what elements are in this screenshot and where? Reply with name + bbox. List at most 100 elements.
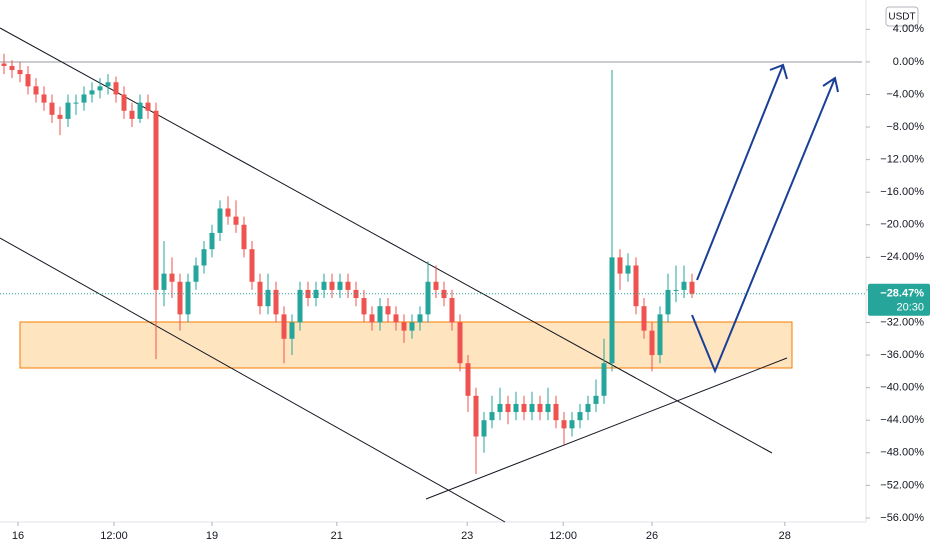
x-tick-label: 21 — [331, 530, 343, 542]
y-tick-label: −40.00% — [880, 382, 924, 394]
candle-body — [537, 403, 543, 413]
candle-body — [289, 322, 295, 339]
arrow — [696, 63, 788, 281]
candle-body — [233, 216, 239, 225]
candle-body — [1, 63, 7, 66]
candle-body — [577, 412, 583, 421]
candle-body — [105, 82, 111, 87]
last-price-label: −28.47% — [880, 288, 924, 300]
candle-body — [673, 289, 679, 291]
candle-body — [241, 224, 247, 250]
candle-body — [505, 403, 511, 413]
candle-body — [593, 395, 599, 404]
y-tick-label: −36.00% — [880, 349, 924, 361]
candle-body — [545, 403, 551, 413]
candle-body — [425, 281, 431, 315]
candle-body — [681, 281, 687, 290]
candle-body — [297, 289, 303, 323]
y-tick-label: −4.00% — [886, 88, 924, 100]
candle-body — [513, 403, 519, 413]
countdown-label: 20:30 — [896, 302, 924, 314]
y-tick-label: −52.00% — [880, 479, 924, 491]
x-tick-label: 12:00 — [549, 530, 577, 542]
candle-body — [145, 102, 151, 111]
x-tick-label: 28 — [779, 530, 791, 542]
candle-body — [209, 232, 215, 250]
y-tick-label: −56.00% — [880, 512, 924, 524]
candle-body — [201, 249, 207, 266]
y-tick-label: 4.00% — [893, 23, 924, 35]
candle-body — [633, 265, 639, 307]
candle-body — [609, 257, 615, 364]
candle-body — [153, 110, 159, 290]
candle-body — [121, 94, 127, 111]
y-tick-label: −24.00% — [880, 251, 924, 263]
channel-lower — [0, 237, 506, 523]
x-tick-label: 16 — [12, 530, 24, 542]
channel-upper — [0, 27, 773, 454]
candle-body — [641, 306, 647, 331]
candle-body — [305, 289, 311, 299]
candle-body — [65, 102, 71, 119]
candle-body — [321, 281, 327, 290]
candle-body — [25, 74, 31, 87]
candle-body — [273, 289, 279, 315]
candle-body — [449, 298, 455, 323]
currency-button[interactable] — [885, 6, 919, 27]
candle-body — [393, 314, 399, 323]
candle-body — [41, 94, 47, 103]
candle-body — [137, 102, 143, 119]
candle-body — [169, 273, 175, 282]
candle-body — [401, 322, 407, 331]
candle-body — [249, 249, 255, 282]
candle-body — [345, 281, 351, 290]
candle-body — [193, 265, 199, 282]
candle-body — [625, 265, 631, 274]
last-price-tag — [868, 283, 930, 316]
candle-body — [585, 403, 591, 413]
candle-body — [417, 314, 423, 323]
candle-body — [665, 289, 671, 315]
x-tick-label: 26 — [646, 530, 658, 542]
candle-body — [473, 395, 479, 437]
candle-body — [601, 363, 607, 396]
candle-body — [225, 208, 231, 217]
candle-body — [97, 86, 103, 91]
candle-body — [465, 363, 471, 396]
trend-line — [425, 357, 788, 500]
candle-body — [185, 281, 191, 315]
candle-body — [369, 314, 375, 323]
candle-body — [73, 102, 79, 104]
candle-body — [561, 420, 567, 429]
candle-body — [57, 114, 63, 119]
y-tick-label: −44.00% — [880, 414, 924, 426]
candle-body — [553, 403, 559, 421]
y-tick-label: −12.00% — [880, 154, 924, 166]
candle-body — [433, 281, 439, 290]
candle-body — [265, 289, 271, 307]
candle-body — [281, 314, 287, 339]
y-tick-label: −20.00% — [880, 219, 924, 231]
candle-body — [529, 403, 535, 413]
candle-body — [89, 90, 95, 95]
candle-body — [649, 330, 655, 356]
candle-body — [9, 65, 15, 71]
y-tick-label: −8.00% — [886, 121, 924, 133]
currency-label[interactable]: USDT — [888, 12, 915, 23]
x-tick-label: 12:00 — [100, 530, 128, 542]
candle-body — [617, 257, 623, 274]
candle-body — [49, 102, 55, 115]
candle-body — [353, 289, 359, 299]
x-tick-label: 23 — [461, 530, 473, 542]
candle-body — [457, 322, 463, 364]
candle-body — [113, 82, 119, 95]
arrow — [691, 76, 839, 374]
candle-body — [481, 420, 487, 437]
candle-body — [129, 110, 135, 119]
x-tick-label: 19 — [206, 530, 218, 542]
candle-body — [81, 94, 87, 103]
candle-body — [497, 403, 503, 413]
y-tick-label: 0.00% — [893, 56, 924, 68]
candle-body — [337, 281, 343, 290]
